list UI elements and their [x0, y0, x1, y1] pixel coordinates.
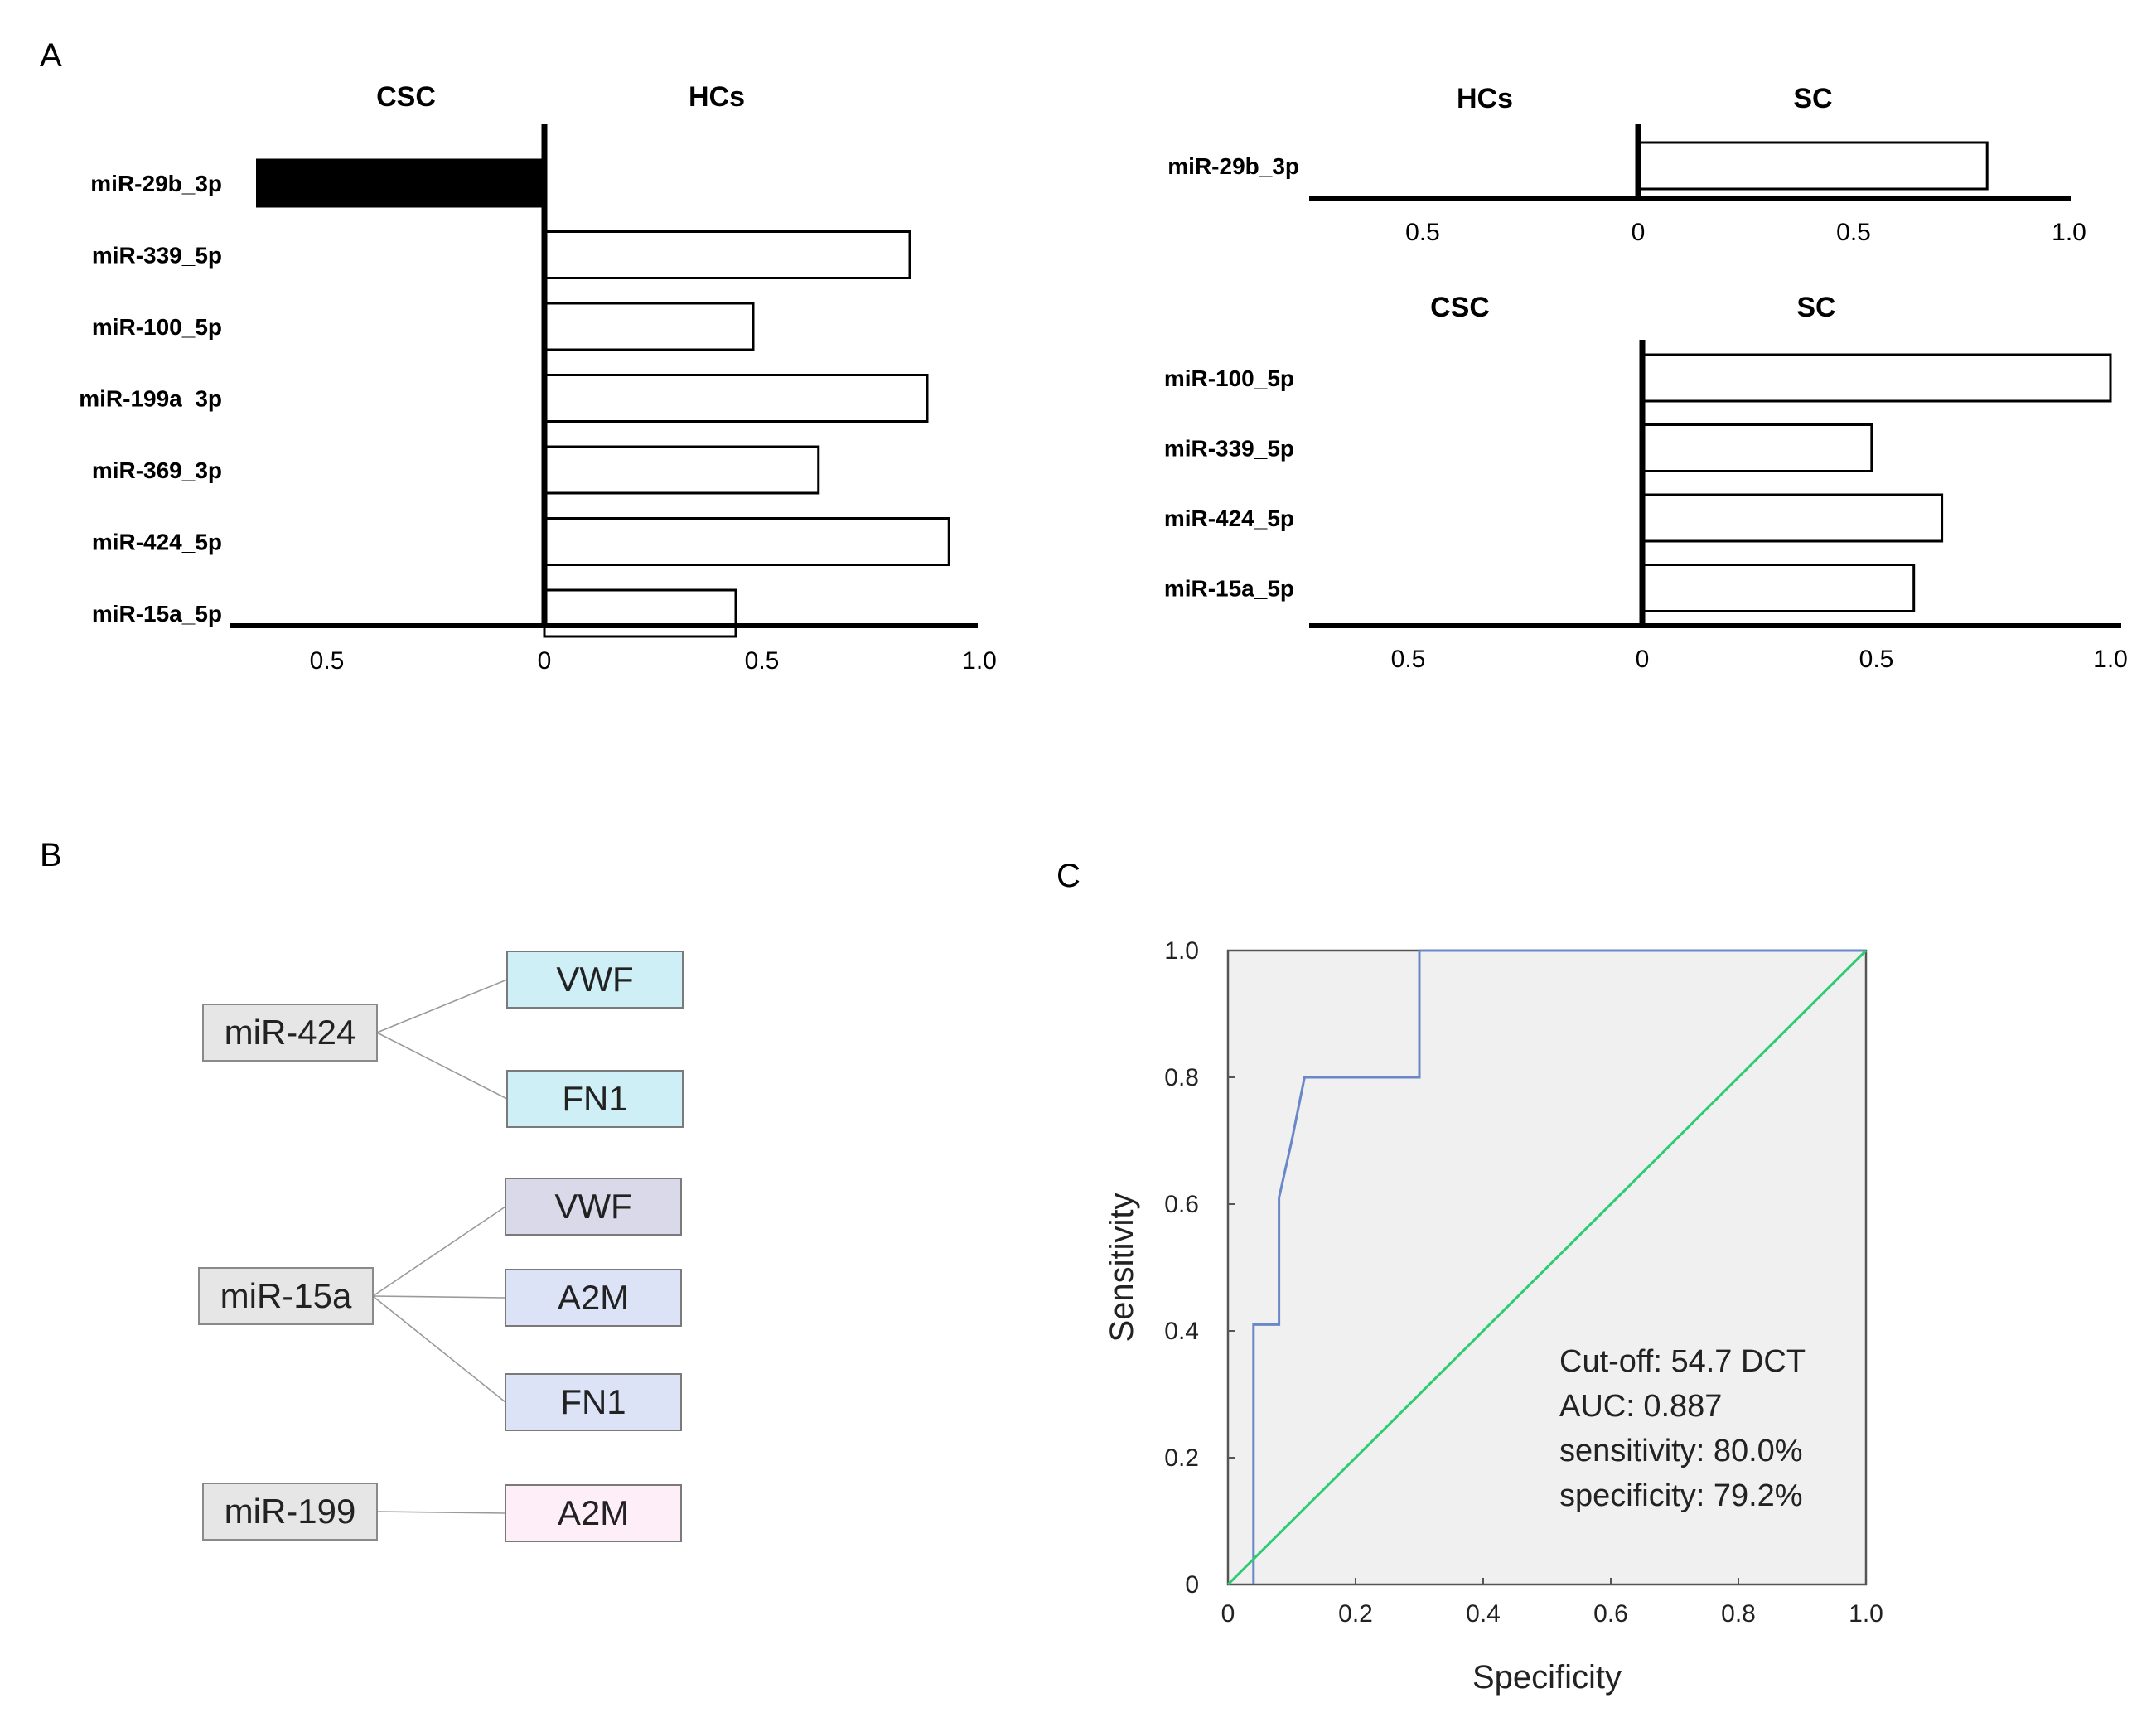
y-axis-label: Sensitivity	[1104, 1193, 1140, 1342]
x-axis-label: Specificity	[1472, 1659, 1622, 1696]
x-tick-label: 1.0	[1849, 1600, 1883, 1628]
roc-annotation: AUC: 0.887	[1559, 1389, 1722, 1424]
category-label: miR-100_5p	[92, 314, 222, 340]
mirna-node-label: miR-199	[225, 1492, 356, 1531]
panel-label-a: A	[40, 37, 62, 74]
category-label: miR-29b_3p	[1167, 153, 1299, 179]
gene-node-label: FN1	[562, 1079, 627, 1118]
category-label: miR-15a_5p	[1164, 576, 1294, 602]
mirna-node	[198, 1267, 374, 1325]
network-edge	[372, 1295, 506, 1299]
network-edge	[372, 1206, 506, 1297]
gene-node	[506, 1070, 684, 1128]
group-label-right: HCs	[689, 81, 745, 113]
bar-mir-100-5p	[1641, 353, 2112, 403]
group-label-left: CSC	[1430, 292, 1490, 323]
panel-label-c: C	[1056, 858, 1080, 894]
x-tick-label: 0.2	[1338, 1600, 1373, 1628]
bar-mir-339-5p	[543, 230, 911, 279]
x-tick-label: 0.6	[1593, 1600, 1628, 1628]
x-tick-label: 0.8	[1721, 1600, 1756, 1628]
gene-node	[505, 1178, 682, 1236]
network-diagram: miR-424 VWF FN1 miR-15a VWF A2M FN1 miR-199 A2M	[198, 951, 684, 1542]
category-label: miR-369_3p	[92, 457, 222, 483]
mirna-node	[202, 1004, 378, 1062]
roc-annotation: sensitivity: 80.0%	[1559, 1434, 1803, 1468]
mirna-node	[202, 1483, 378, 1541]
gene-node-label: FN1	[560, 1382, 626, 1421]
tick-label: 1.0	[2052, 219, 2086, 246]
gene-node-label: VWF	[554, 1187, 631, 1226]
y-tick-label: 0.4	[1164, 1318, 1199, 1345]
gene-node-label: VWF	[556, 960, 633, 999]
bar-mir-199a-3p	[543, 374, 929, 423]
gene-node	[505, 1484, 682, 1542]
gene-node	[505, 1269, 682, 1327]
bar-mir-15a-5p	[543, 588, 737, 638]
chart-a-hcs-vs-sc: HCs SC miR-29b_3p 0.5 0 0.5 1.0	[1167, 83, 2086, 246]
network-edge	[376, 979, 508, 1033]
category-label: miR-339_5p	[1164, 436, 1294, 462]
category-label: miR-199a_3p	[79, 386, 222, 412]
category-label: miR-339_5p	[92, 243, 222, 269]
tick-label: 0	[538, 647, 552, 675]
category-label: miR-29b_3p	[90, 171, 222, 196]
network-edge	[372, 1295, 506, 1403]
gene-node	[506, 951, 684, 1009]
x-tick-label: 0.4	[1466, 1600, 1501, 1628]
tick-label: 0.5	[1405, 219, 1440, 246]
tick-label: 0.5	[745, 647, 780, 675]
tick-label: 1.0	[2093, 646, 2128, 673]
tick-label: 0.5	[1391, 646, 1426, 673]
mirna-node-label: miR-424	[225, 1013, 356, 1052]
roc-chart: 0 0.2 0.4 0.6 0.8 1.0 0 0.2 0.4 0.6 0.8 1.0 Specific…	[1104, 937, 1883, 1696]
tick-label: 0.5	[1859, 646, 1894, 673]
tick-label: 0.5	[310, 647, 345, 675]
bar-mir-29b-3p	[1636, 141, 1989, 191]
gene-node-label: A2M	[558, 1493, 629, 1532]
y-tick-label: 0.6	[1164, 1191, 1199, 1218]
bar-mir-424-5p	[1641, 493, 1944, 543]
group-label-left: CSC	[376, 81, 436, 113]
y-tick-label: 0	[1185, 1571, 1199, 1599]
bar-mir-100-5p	[543, 302, 755, 351]
chart-a-csc-vs-hcs: CSC HCs miR-29b_3p miR-339_5p miR-100_5p miR-…	[79, 81, 997, 675]
network-edge	[376, 1032, 508, 1100]
reference-line	[1226, 949, 1868, 1586]
tick-label: 0.5	[1836, 219, 1871, 246]
group-label-left: HCs	[1457, 83, 1513, 114]
group-label-right: SC	[1793, 83, 1832, 114]
y-tick-label: 1.0	[1164, 937, 1199, 965]
network-edge	[376, 1511, 506, 1514]
tick-label: 0	[1632, 219, 1646, 246]
bar-mir-424-5p	[543, 517, 950, 566]
y-tick-label: 0.8	[1164, 1064, 1199, 1091]
chart-a-csc-vs-sc: CSC SC miR-100_5p miR-339_5p miR-424_5p miR-1…	[1164, 292, 2128, 673]
category-label: miR-100_5p	[1164, 365, 1294, 391]
mirna-node-label: miR-15a	[220, 1276, 352, 1315]
category-label: miR-424_5p	[92, 530, 222, 555]
roc-curve	[1252, 949, 1866, 1584]
bar-mir-339-5p	[1641, 423, 1873, 472]
bar-mir-15a-5p	[1641, 564, 1916, 612]
gene-node-label: A2M	[558, 1278, 629, 1317]
gene-node	[505, 1373, 682, 1431]
category-label: miR-424_5p	[1164, 506, 1294, 531]
group-label-right: SC	[1796, 292, 1835, 323]
category-label: miR-15a_5p	[92, 601, 222, 627]
roc-annotation: Cut-off: 54.7 DCT	[1559, 1344, 1806, 1379]
tick-label: 1.0	[962, 647, 997, 675]
roc-annotation: specificity: 79.2%	[1559, 1478, 1803, 1513]
bar-mir-29b-3p	[256, 158, 546, 208]
x-tick-label: 0	[1221, 1600, 1235, 1628]
tick-label: 0	[1636, 646, 1650, 673]
bar-mir-369-3p	[543, 445, 820, 495]
panel-label-b: B	[40, 837, 62, 873]
y-tick-label: 0.2	[1164, 1444, 1199, 1472]
